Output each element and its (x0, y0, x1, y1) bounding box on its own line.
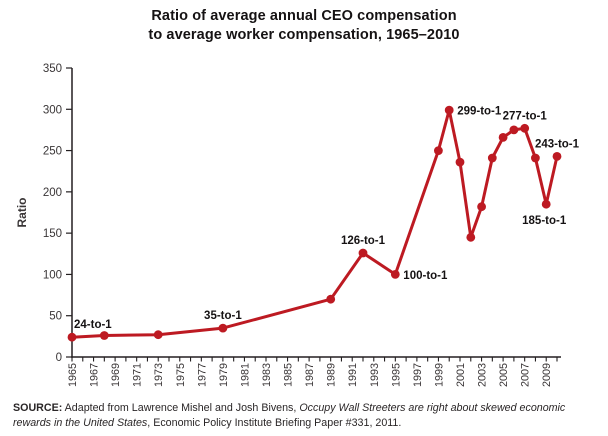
y-axis-tick-label: 250 (43, 146, 62, 158)
data-label: 243-to-1 (535, 138, 580, 150)
y-axis-tick-label: 200 (43, 187, 62, 199)
x-axis-tick-label: 2007 (520, 363, 532, 387)
x-axis-tick-label: 1991 (347, 363, 359, 387)
data-point (531, 153, 540, 163)
data-label: 35-to-1 (204, 310, 242, 322)
source-paper-title: Occupy Wall Streeters are right about sk… (13, 402, 566, 429)
data-point (520, 123, 530, 133)
data-point (390, 270, 400, 279)
data-point (552, 152, 562, 161)
y-axis-tick-label: 0 (56, 352, 62, 364)
x-axis-tick-label: 1987 (304, 363, 316, 387)
data-point (326, 294, 336, 304)
data-point (509, 125, 519, 135)
data-point (541, 199, 551, 209)
chart-title: Ratio of average annual CEO compensation… (0, 7, 608, 45)
x-axis-tick-label: 1965 (67, 363, 79, 387)
source-note: SOURCE: Adapted from Lawrence Mishel and… (13, 401, 599, 430)
data-point (498, 133, 508, 142)
x-axis-tick-label: 2003 (477, 363, 489, 387)
data-point (487, 153, 497, 163)
chart-title-line2: to average worker compensation, 1965–201… (148, 27, 460, 43)
data-point (218, 323, 228, 333)
data-point (153, 330, 163, 340)
data-label: 185-to-1 (522, 215, 567, 227)
x-axis-tick-label: 1973 (153, 363, 165, 387)
x-axis-tick-label: 1985 (283, 363, 295, 387)
y-axis-tick-label: 300 (43, 104, 62, 116)
x-axis-tick-label: 2001 (455, 363, 467, 387)
data-label: 299-to-1 (457, 106, 502, 118)
data-label: 277-to-1 (503, 110, 548, 122)
data-label: 126-to-1 (341, 235, 386, 247)
x-axis-tick-label: 2005 (498, 363, 510, 387)
chart-title-line1: Ratio of average annual CEO compensation (151, 8, 457, 24)
y-axis-tick-label: 150 (43, 228, 62, 240)
data-line (70, 108, 559, 339)
x-axis-tick-label: 1995 (390, 363, 402, 387)
x-axis-tick-label: 1983 (261, 363, 273, 387)
y-axis-tick-label: 350 (43, 63, 62, 75)
x-axis-tick-label: 1977 (196, 363, 208, 387)
x-axis-tick-label: 1997 (412, 363, 424, 387)
y-axis-title: Ratio (15, 198, 29, 228)
data-point (99, 331, 109, 340)
y-axis-tick-label: 100 (43, 269, 62, 281)
data-point (358, 248, 368, 258)
data-point (466, 232, 476, 242)
x-axis-tick-label: 1975 (175, 363, 187, 387)
x-axis-tick-label: 1993 (369, 363, 381, 387)
x-axis-tick-label: 2009 (541, 363, 553, 387)
x-axis-tick-label: 1999 (433, 363, 445, 387)
source-text-after: , Economic Policy Institute Briefing Pap… (147, 416, 402, 429)
x-axis-tick-label: 1981 (239, 363, 251, 387)
data-label: 24-to-1 (74, 319, 112, 331)
data-point (455, 157, 465, 167)
x-axis-tick-label: 1967 (89, 363, 101, 387)
data-label: 100-to-1 (403, 270, 448, 282)
x-axis-tick-label: 1979 (218, 363, 230, 387)
x-axis-tick-label: 1989 (326, 363, 338, 387)
y-axis-tick-label: 50 (49, 311, 62, 323)
x-axis-tick-label: 1969 (110, 363, 122, 387)
data-point (67, 332, 77, 342)
data-point (477, 202, 486, 212)
data-point (434, 146, 443, 156)
data-point (444, 105, 454, 115)
source-text-before: Adapted from Lawrence Mishel and Josh Bi… (62, 402, 300, 414)
x-axis-tick-label: 1971 (132, 363, 144, 387)
source-prefix: SOURCE: (13, 402, 63, 414)
